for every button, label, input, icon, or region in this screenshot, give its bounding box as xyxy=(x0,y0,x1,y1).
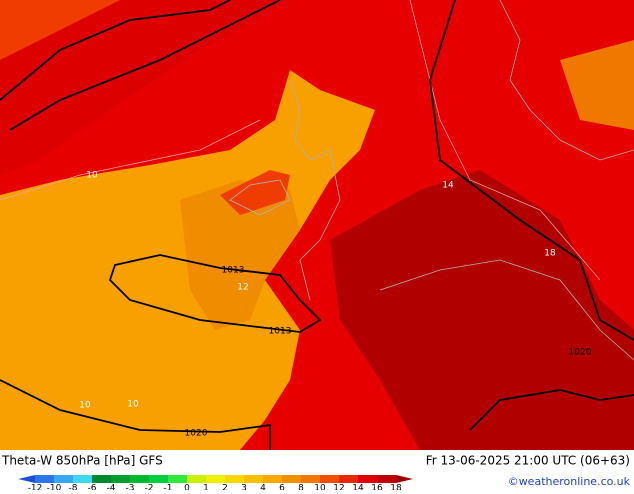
coastline xyxy=(499,0,634,161)
colorbar-tick-label: 4 xyxy=(260,484,266,491)
colorbar-tick-label: 3 xyxy=(241,484,247,491)
colorbar-segment xyxy=(130,475,149,483)
colorbar-segment xyxy=(301,475,320,483)
map-title: Theta-W 850hPa [hPa] GFS xyxy=(1,454,163,468)
colorbar-segment xyxy=(92,475,111,483)
contour-label: 1020 xyxy=(569,348,592,358)
colorbar-tick-label: 16 xyxy=(371,484,383,491)
contour-label: 14 xyxy=(442,181,454,191)
valid-time: Fr 13-06-2025 21:00 UTC (06+63) xyxy=(426,454,630,468)
colorbar-tick-label: 1 xyxy=(203,484,209,491)
colorbar-tick-label: 0 xyxy=(184,484,190,491)
credit: ©weatheronline.co.uk xyxy=(508,475,631,488)
colorbar-segment xyxy=(244,475,263,483)
colorbar-segment xyxy=(263,475,282,483)
colorbar-tick-label: 2 xyxy=(222,484,228,491)
contour-label: 1013 xyxy=(269,327,292,337)
colorbar-segment xyxy=(358,475,377,483)
colorbar-tick-label: -10 xyxy=(47,484,62,491)
colorbar-tick-label: 10 xyxy=(314,484,326,491)
colorbar-tick-label: -4 xyxy=(107,484,116,491)
field-dark-orange xyxy=(180,180,300,330)
isobar xyxy=(0,379,271,450)
colorbar-segment xyxy=(149,475,168,483)
contour-label: 10 xyxy=(86,171,98,181)
colorbar: -12 -10 -8 -6 -4 -3 -2 -1 0 1 2 3 4 6 8 10 12 14 16 18 xyxy=(18,475,413,494)
colorbar-segment xyxy=(111,475,130,483)
colorbar-tick-label: -2 xyxy=(145,484,154,491)
isobar xyxy=(108,254,322,333)
colorbar-segment xyxy=(282,475,301,483)
coastlines xyxy=(229,0,634,361)
colorbar-tick-label: -8 xyxy=(69,484,78,491)
isobar xyxy=(469,389,634,431)
colorbar-segment xyxy=(73,475,92,483)
colorbar-segment xyxy=(35,475,54,483)
colorbar-tick-label: 18 xyxy=(390,484,402,491)
footer-bg xyxy=(0,450,634,490)
colorbar-tick-label: -1 xyxy=(164,484,173,491)
colorbar-tick-label: -3 xyxy=(126,484,135,491)
colorbar-segment xyxy=(377,475,396,483)
colorbar-arrow xyxy=(18,475,35,483)
contour-label: 10 xyxy=(127,400,139,410)
contour-label: 18 xyxy=(544,249,556,259)
contour-label: 10 xyxy=(79,401,91,411)
coastline xyxy=(229,179,291,216)
isobar xyxy=(0,0,231,101)
colorbar-segment xyxy=(168,475,187,483)
colorbar-segment xyxy=(54,475,73,483)
colorbar-tick-label: -6 xyxy=(88,484,97,491)
contour-label: 1020 xyxy=(185,429,208,439)
colorbar-tick-label: 12 xyxy=(333,484,344,491)
colorbar-tick-label: -12 xyxy=(28,484,43,491)
coastline xyxy=(379,259,634,361)
colorbar-tick-label: 14 xyxy=(352,484,364,491)
isobar xyxy=(9,0,281,131)
isobars xyxy=(0,0,634,450)
field-orange-ne xyxy=(560,40,634,130)
colorbar-segment xyxy=(206,475,225,483)
contour-labels: 10 10 10 12 14 18 1013 1013 1020 1020 xyxy=(79,171,591,439)
map-area: 10 10 10 12 14 18 1013 1013 1020 1020 xyxy=(0,0,634,450)
coastline xyxy=(289,79,341,301)
colorbar-tick-label: 6 xyxy=(279,484,285,491)
field-dark-red xyxy=(330,170,634,450)
isobar xyxy=(429,0,634,341)
contour-label: 12 xyxy=(237,283,248,293)
colorbar-segment xyxy=(225,475,244,483)
colorbar-segment xyxy=(339,475,358,483)
contour xyxy=(0,119,261,201)
footer: Theta-W 850hPa [hPa] GFS Fr 13-06-2025 2… xyxy=(0,450,634,494)
colorbar-segment xyxy=(320,475,339,483)
colorbar-segment xyxy=(187,475,206,483)
colorbar-arrow xyxy=(396,475,413,483)
contour-label: 1013 xyxy=(222,266,245,276)
colorbar-tick-label: 8 xyxy=(298,484,304,491)
